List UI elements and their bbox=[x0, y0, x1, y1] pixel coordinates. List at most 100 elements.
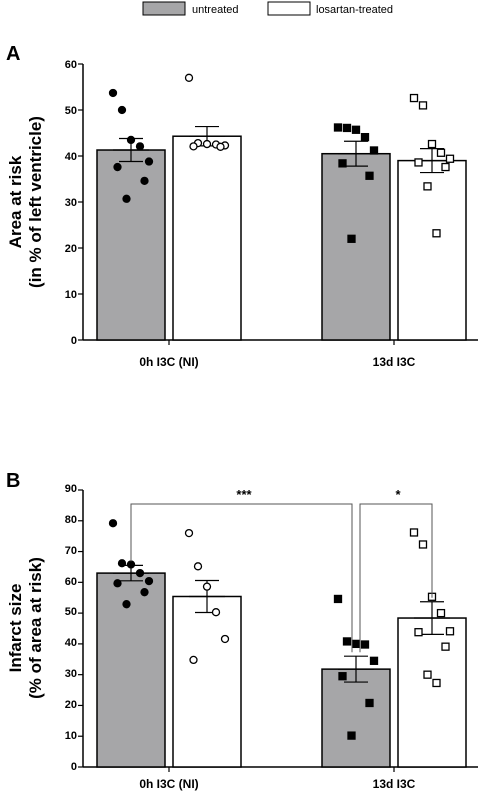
y-tick-label: 40 bbox=[65, 637, 77, 649]
y-tick-label: 50 bbox=[65, 105, 77, 117]
data-point bbox=[338, 159, 347, 168]
data-point bbox=[360, 132, 370, 142]
data-point bbox=[144, 576, 154, 586]
data-point bbox=[135, 568, 145, 578]
data-point bbox=[347, 234, 356, 243]
plot-area-a bbox=[78, 63, 478, 345]
data-point bbox=[342, 123, 352, 133]
data-point bbox=[113, 162, 122, 172]
legend-label-treated: losartan-treated bbox=[316, 4, 393, 16]
y-tick-label: 80 bbox=[65, 514, 77, 526]
data-point bbox=[347, 731, 356, 740]
bar bbox=[321, 152, 391, 341]
data-point bbox=[369, 146, 379, 155]
data-point bbox=[220, 634, 230, 644]
data-point bbox=[414, 158, 423, 167]
data-point bbox=[189, 655, 198, 665]
category-label-b-0: 0h I3C (NI) bbox=[139, 777, 198, 791]
bar bbox=[96, 572, 166, 768]
data-point bbox=[193, 562, 203, 571]
data-point bbox=[113, 579, 122, 588]
data-point bbox=[369, 656, 379, 665]
legend-label-untreated: untreated bbox=[192, 4, 238, 16]
y-tick-label: 10 bbox=[65, 730, 77, 742]
data-point bbox=[427, 139, 437, 149]
data-point bbox=[351, 125, 361, 134]
y-tick-label: 20 bbox=[65, 699, 77, 711]
y-tick-label: 30 bbox=[65, 197, 77, 209]
data-point bbox=[126, 135, 136, 145]
y-tick-label: 60 bbox=[65, 59, 77, 71]
data-point bbox=[184, 528, 194, 538]
plot-area-b bbox=[78, 489, 478, 772]
significance-bracket bbox=[359, 503, 433, 653]
data-point bbox=[418, 101, 428, 110]
data-point bbox=[117, 559, 127, 568]
data-point bbox=[338, 672, 347, 681]
y-tick-label: 20 bbox=[65, 243, 77, 255]
y-tick-label: 90 bbox=[65, 483, 77, 495]
data-point bbox=[441, 642, 450, 651]
legend-swatch-untreated bbox=[142, 1, 186, 16]
data-point bbox=[436, 148, 446, 157]
data-point bbox=[418, 540, 428, 549]
data-point bbox=[333, 594, 343, 604]
data-point bbox=[351, 639, 361, 649]
data-point bbox=[409, 528, 419, 537]
data-point bbox=[365, 698, 374, 708]
bar bbox=[397, 159, 467, 341]
bar bbox=[172, 595, 242, 768]
y-tick-label: 0 bbox=[71, 335, 77, 347]
data-point bbox=[108, 519, 118, 528]
panel-label-b: B bbox=[6, 470, 20, 492]
y-tick-label: 10 bbox=[65, 289, 77, 301]
data-point bbox=[445, 627, 455, 636]
data-point bbox=[360, 640, 370, 649]
bar bbox=[96, 149, 166, 341]
legend: untreated losartan-treated bbox=[142, 1, 393, 16]
y-axis-title-b-line2: (% of area at risk) bbox=[26, 557, 45, 699]
data-point bbox=[414, 628, 423, 637]
significance-bracket bbox=[130, 503, 353, 653]
data-point bbox=[135, 142, 145, 151]
legend-swatch-treated bbox=[267, 1, 311, 16]
panel-label-a: A bbox=[6, 43, 20, 65]
significance-label-1: * bbox=[395, 487, 401, 502]
y-ticks-a: 0 10 20 30 40 50 60 bbox=[65, 59, 77, 347]
data-point bbox=[211, 608, 221, 617]
data-point bbox=[140, 588, 149, 597]
data-point bbox=[445, 154, 455, 163]
y-axis-title-a-line2: (in % of left ventricle) bbox=[26, 116, 45, 288]
data-point bbox=[122, 600, 131, 609]
data-point bbox=[117, 105, 127, 115]
y-tick-label: 0 bbox=[71, 761, 77, 773]
category-label-a-0: 0h I3C (NI) bbox=[139, 355, 198, 369]
y-tick-label: 50 bbox=[65, 606, 77, 618]
category-label-a-1: 13d I3C bbox=[373, 355, 416, 369]
data-point bbox=[202, 582, 212, 591]
category-label-b-1: 13d I3C bbox=[373, 777, 416, 791]
bar bbox=[397, 617, 467, 768]
data-point bbox=[432, 678, 441, 688]
data-point bbox=[184, 73, 194, 82]
data-point bbox=[140, 176, 149, 185]
data-point bbox=[202, 139, 212, 149]
data-point bbox=[432, 229, 441, 238]
y-axis-title-b-line1: Infarct size bbox=[6, 584, 25, 673]
data-point bbox=[126, 560, 136, 569]
data-point bbox=[144, 157, 154, 166]
data-point bbox=[342, 637, 352, 646]
data-point bbox=[423, 670, 432, 679]
data-point bbox=[333, 123, 343, 132]
data-point bbox=[365, 171, 374, 180]
data-point bbox=[108, 88, 118, 98]
y-tick-label: 30 bbox=[65, 668, 77, 680]
y-tick-label: 40 bbox=[65, 151, 77, 163]
data-point bbox=[436, 608, 446, 618]
data-point bbox=[216, 142, 225, 151]
y-ticks-b: 0 10 20 30 40 50 60 70 80 90 bbox=[65, 483, 77, 773]
data-point bbox=[441, 162, 450, 172]
data-point bbox=[189, 142, 198, 151]
data-point bbox=[423, 182, 432, 191]
